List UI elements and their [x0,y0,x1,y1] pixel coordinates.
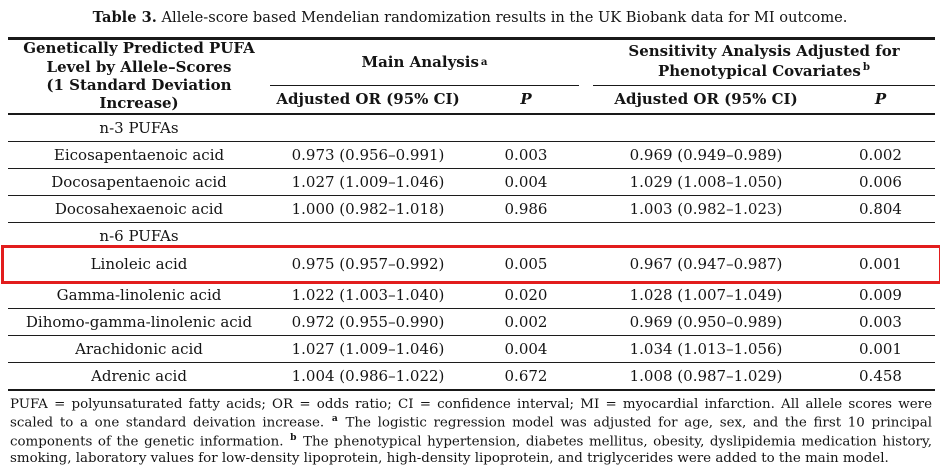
main-or-value: 1.027 (1.009–1.046) [291,339,445,358]
table-header: Genetically Predicted PUFA Level by Alle… [8,39,935,113]
table-caption: Table 3. Allele-score based Mendelian ra… [0,9,940,26]
group-header-main-analysis: Main Analysis a [270,40,579,86]
row-label: Linoleic acid [90,255,188,273]
table-footnote: PUFA = polyunsaturated fatty acids; OR =… [10,396,932,467]
row-label: Docosapentaenoic acid [51,172,227,191]
sensitivity-p-value: 0.009 [859,285,902,304]
sensitivity-or-value: 1.034 (1.013–1.056) [629,339,783,358]
section-row: n-3 PUFAs [8,115,935,142]
sensitivity-p-value: 0.804 [859,199,902,218]
row-label: Adrenic acid [91,366,187,385]
main-p-value: 0.004 [504,172,548,191]
row-label: Eicosapentaenoic acid [53,145,225,164]
table-rule-header-bottom [8,112,935,115]
group-header-sensitivity-line1: Sensitivity Analysis Adjusted for [628,42,900,61]
row-label: Arachidonic acid [75,339,203,358]
table-row: Docosahexaenoic acid 1.000 (0.982–1.018) 0… [8,196,935,223]
table-row: Docosapentaenoic acid 1.027 (1.009–1.046)… [8,169,935,196]
main-p-value: 0.003 [504,145,548,164]
section-row: n-6 PUFAs [8,223,935,249]
sensitivity-p-value: 0.002 [859,145,902,164]
main-or-value: 1.004 (0.986–1.022) [291,366,445,385]
column-header-main-or: Adjusted OR (95% CI) [276,90,460,108]
sensitivity-or-value: 1.003 (0.982–1.023) [629,199,783,218]
sensitivity-or-value: 0.969 (0.950–0.989) [629,312,783,331]
table-body: n-3 PUFAs Eicosapentaenoic acid 0.973 (0.9… [1,115,940,389]
main-p-value: 0.672 [504,366,548,385]
sensitivity-or-value: 1.028 (1.007–1.049) [629,285,783,304]
column-header-sensitivity-p: P [874,90,887,108]
column-header-exposure-line1: Genetically Predicted PUFA [23,39,255,58]
table-row: Adrenic acid 1.004 (0.986–1.022) 0.672 1.00… [8,363,935,389]
table-row: Eicosapentaenoic acid 0.973 (0.956–0.991)… [8,142,935,169]
table-row: Arachidonic acid 1.027 (1.009–1.046) 0.004… [8,336,935,363]
sensitivity-p-value: 0.458 [859,366,902,385]
sensitivity-or-value: 0.969 (0.949–0.989) [629,145,783,164]
row-label: Gamma-linolenic acid [56,285,222,304]
results-table: Genetically Predicted PUFA Level by Alle… [1,37,940,391]
row-label: n-6 PUFAs [99,226,179,245]
sensitivity-p-value: 0.003 [859,312,902,331]
main-or-value: 0.972 (0.955–0.990) [291,312,445,331]
row-label: n-3 PUFAs [99,118,179,137]
table-rule-top [8,37,935,40]
main-or-value: 0.975 (0.957–0.992) [291,255,445,273]
table-caption-label: Table 3. [92,9,157,26]
group-header-main-label: Main Analysis [361,53,479,71]
footnote-marker: a [331,413,338,425]
sensitivity-or-value: 1.029 (1.008–1.050) [629,172,783,191]
sensitivity-p-value: 0.001 [859,339,902,358]
sensitivity-or-value: 1.008 (0.987–1.029) [629,366,783,385]
main-or-value: 0.973 (0.956–0.991) [291,145,445,164]
main-or-value: 1.000 (0.982–1.018) [291,199,445,218]
main-or-value: 1.022 (1.003–1.040) [291,285,445,304]
column-header-main-p: P [520,90,532,108]
main-p-value: 0.020 [504,285,548,304]
main-p-value: 0.004 [504,339,548,358]
table-row: Gamma-linolenic acid 1.022 (1.003–1.040) 0… [8,282,935,309]
group-header-sensitivity-line2: Phenotypical Covariates b [658,61,870,80]
group-header-sensitivity-analysis: Sensitivity Analysis Adjusted for Phenot… [593,40,935,86]
column-header-exposure-line2: Level by Allele–Scores [46,57,232,76]
highlighted-row: Linoleic acid 0.975 (0.957–0.992) 0.005 0.9… [1,244,940,284]
main-or-value: 1.027 (1.009–1.046) [291,172,445,191]
table-rule-bottom [8,388,935,391]
row-label: Dihomo-gamma-linolenic acid [25,312,253,331]
column-header-exposure: Genetically Predicted PUFA Level by Alle… [8,39,270,113]
column-header-sensitivity-or: Adjusted OR (95% CI) [614,90,798,108]
sensitivity-p-value: 0.006 [859,172,902,191]
main-p-value: 0.005 [504,255,548,273]
footnote-marker-b: b [862,61,870,73]
main-p-value: 0.986 [504,199,548,218]
column-header-exposure-line3: (1 Standard Deviation Increase) [46,76,232,113]
main-p-value: 0.002 [504,312,548,331]
table-caption-text: Allele-score based Mendelian randomizati… [156,9,848,26]
footnote-marker-a: a [480,56,488,68]
table-row: Dihomo-gamma-linolenic acid 0.972 (0.955–… [8,309,935,336]
sensitivity-or-value: 0.967 (0.947–0.987) [629,255,783,273]
footnote-marker: b [290,432,297,444]
row-label: Docosahexaenoic acid [54,199,224,218]
sensitivity-p-value: 0.001 [859,255,902,273]
